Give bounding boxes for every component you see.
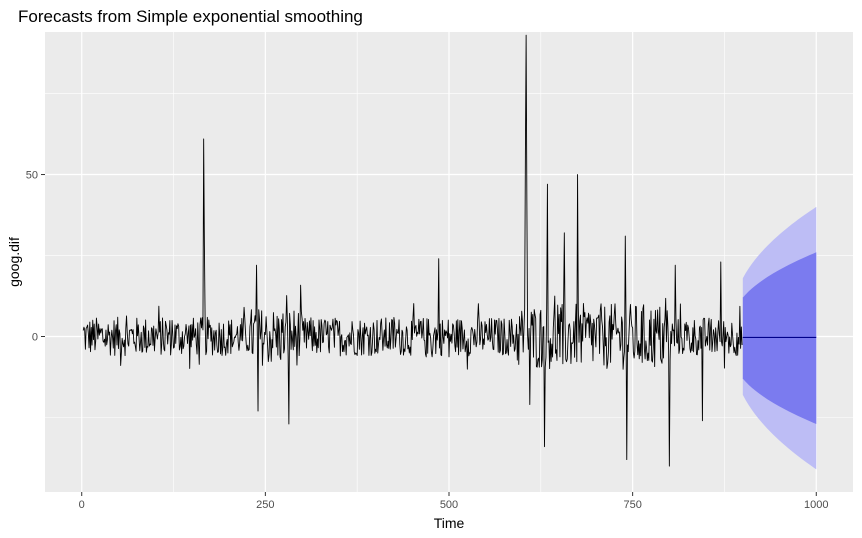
x-tick-label: 0 bbox=[79, 499, 85, 511]
x-tick-label: 500 bbox=[440, 499, 458, 511]
series-layer bbox=[82, 34, 817, 467]
prediction-intervals bbox=[742, 206, 817, 470]
y-tick-label: 0 bbox=[32, 332, 38, 344]
y-axis-title: goog.dif bbox=[6, 237, 22, 287]
series-goog-dif-line bbox=[82, 34, 743, 467]
y-axis-ticks: 0 50 bbox=[26, 170, 45, 344]
x-axis-title: Time bbox=[434, 515, 465, 531]
x-axis-ticks: 0 250 500 750 1000 bbox=[79, 492, 829, 511]
major-gridlines bbox=[45, 32, 853, 492]
chart-title: Forecasts from Simple exponential smooth… bbox=[18, 7, 363, 26]
x-tick-label: 1000 bbox=[804, 499, 828, 511]
x-tick-label: 750 bbox=[623, 499, 641, 511]
pi80-band bbox=[742, 252, 817, 424]
y-tick-label: 50 bbox=[26, 170, 38, 182]
x-tick-label: 250 bbox=[256, 499, 274, 511]
